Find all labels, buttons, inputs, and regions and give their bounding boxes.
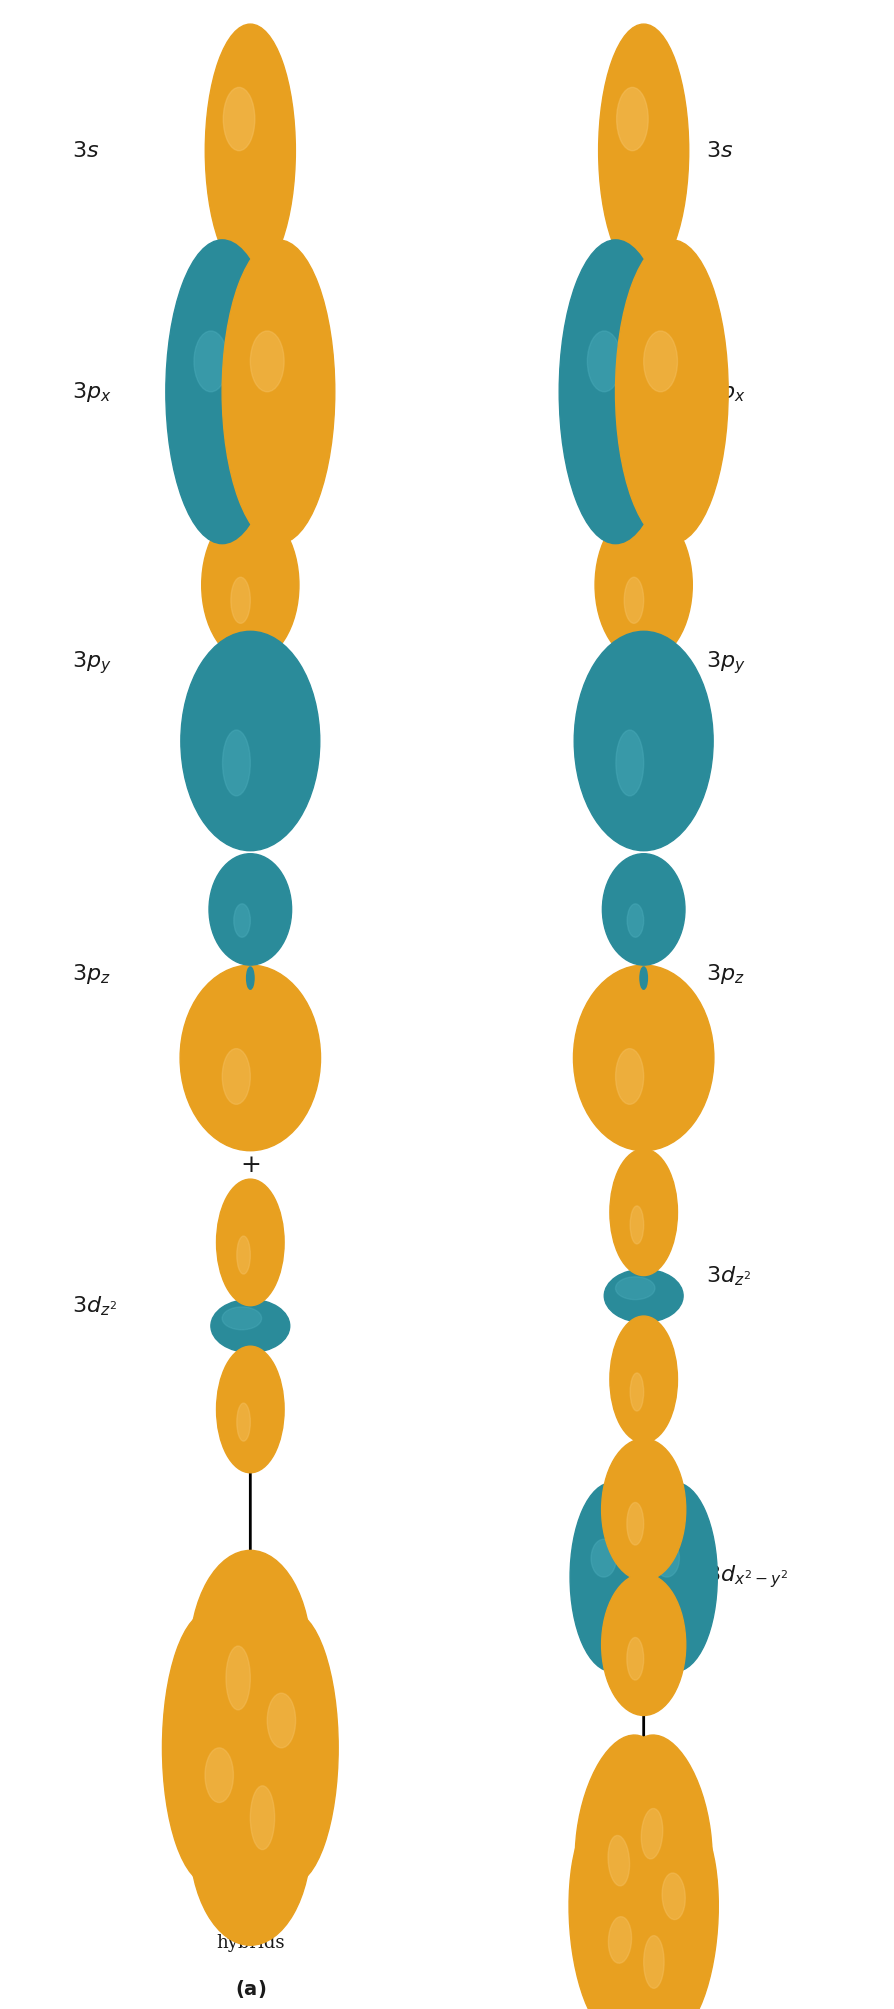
Ellipse shape (234, 904, 250, 938)
Ellipse shape (206, 24, 295, 277)
Ellipse shape (216, 1179, 284, 1306)
Ellipse shape (560, 239, 672, 544)
Ellipse shape (205, 1748, 233, 1802)
Text: +: + (633, 253, 654, 277)
Ellipse shape (616, 729, 644, 796)
Ellipse shape (630, 1205, 644, 1244)
Text: $3p_z$: $3p_z$ (706, 962, 745, 986)
Ellipse shape (587, 331, 621, 392)
Text: $3s$: $3s$ (72, 141, 99, 161)
Ellipse shape (662, 1872, 686, 1919)
Ellipse shape (624, 577, 644, 623)
Text: $3p_x$: $3p_x$ (72, 380, 111, 404)
Text: +: + (633, 812, 654, 836)
Text: +: + (240, 253, 261, 277)
Text: $\mathbf{(a)}$: $\mathbf{(a)}$ (234, 1979, 266, 1999)
Ellipse shape (226, 1645, 250, 1710)
Ellipse shape (615, 1278, 655, 1300)
Ellipse shape (575, 1736, 670, 1931)
Ellipse shape (644, 331, 678, 392)
Text: $3p_y$: $3p_y$ (72, 649, 111, 677)
Text: +: + (240, 1153, 261, 1177)
Ellipse shape (181, 631, 320, 850)
Ellipse shape (602, 1573, 686, 1716)
Ellipse shape (602, 1438, 686, 1581)
Ellipse shape (211, 1300, 290, 1352)
Ellipse shape (654, 1539, 679, 1577)
Ellipse shape (573, 964, 714, 1151)
Ellipse shape (250, 1786, 274, 1850)
Ellipse shape (250, 331, 284, 392)
Ellipse shape (202, 508, 299, 661)
Ellipse shape (603, 854, 685, 964)
Ellipse shape (615, 239, 728, 544)
Ellipse shape (223, 1049, 250, 1105)
Ellipse shape (641, 1808, 662, 1858)
Ellipse shape (630, 1372, 644, 1410)
Text: $3p_y$: $3p_y$ (706, 649, 746, 677)
Ellipse shape (627, 1503, 644, 1545)
Ellipse shape (237, 1402, 250, 1440)
Text: $sp^3d^2$: $sp^3d^2$ (616, 1957, 671, 1981)
Ellipse shape (180, 964, 321, 1151)
Ellipse shape (591, 1539, 616, 1577)
Ellipse shape (627, 1637, 644, 1680)
Ellipse shape (644, 1935, 664, 1989)
Text: +: + (633, 1434, 654, 1459)
Ellipse shape (243, 1611, 338, 1884)
Text: $3d_{x^2-y^2}$: $3d_{x^2-y^2}$ (706, 1563, 789, 1591)
Text: $3d_{z^2}$: $3d_{z^2}$ (706, 1264, 751, 1288)
Ellipse shape (628, 904, 644, 938)
Ellipse shape (237, 1236, 250, 1274)
Ellipse shape (190, 1551, 311, 1764)
Text: $3p_z$: $3p_z$ (72, 962, 110, 986)
Ellipse shape (222, 239, 334, 544)
Ellipse shape (570, 1483, 654, 1671)
Ellipse shape (604, 1270, 683, 1322)
Text: $3d_{z^2}$: $3d_{z^2}$ (72, 1294, 116, 1318)
Ellipse shape (618, 1736, 713, 1931)
Text: $sp^3d$: $sp^3d$ (227, 1880, 274, 1905)
Ellipse shape (231, 577, 250, 623)
Ellipse shape (190, 1732, 311, 1945)
Ellipse shape (224, 86, 255, 151)
Ellipse shape (574, 631, 713, 850)
Text: $3s$: $3s$ (706, 141, 734, 161)
Ellipse shape (595, 508, 692, 661)
Ellipse shape (617, 86, 648, 151)
Ellipse shape (222, 1308, 262, 1330)
Ellipse shape (247, 966, 254, 988)
Ellipse shape (216, 1346, 284, 1473)
Ellipse shape (609, 1917, 631, 1963)
Ellipse shape (610, 1316, 678, 1442)
Text: +: + (240, 510, 261, 534)
Ellipse shape (637, 1810, 718, 2009)
Ellipse shape (223, 729, 250, 796)
Text: +: + (240, 812, 261, 836)
Text: +: + (633, 510, 654, 534)
Ellipse shape (166, 239, 279, 544)
Ellipse shape (209, 854, 291, 964)
Ellipse shape (640, 966, 647, 988)
Text: hybrids: hybrids (216, 1935, 284, 1951)
Ellipse shape (599, 24, 688, 277)
Ellipse shape (608, 1836, 629, 1886)
Ellipse shape (593, 1892, 695, 2009)
Ellipse shape (616, 1049, 644, 1105)
Text: $3p_x$: $3p_x$ (706, 380, 746, 404)
Ellipse shape (610, 1149, 678, 1276)
Ellipse shape (267, 1694, 296, 1748)
Ellipse shape (569, 1810, 650, 2009)
Text: +: + (633, 1153, 654, 1177)
Ellipse shape (194, 331, 228, 392)
Ellipse shape (633, 1483, 717, 1671)
Ellipse shape (163, 1611, 257, 1884)
